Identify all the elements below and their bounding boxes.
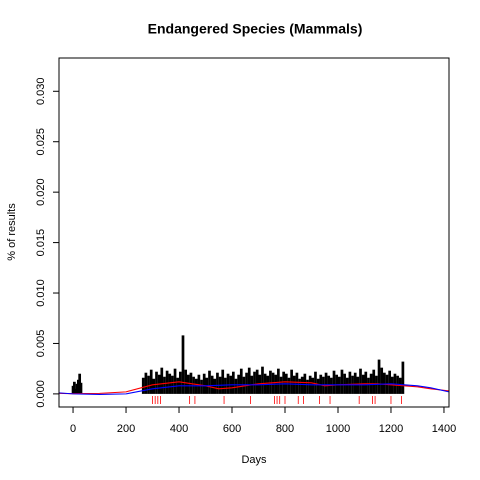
x-tick-label: 1200 <box>379 423 403 435</box>
y-tick-label: 0.005 <box>35 330 47 358</box>
y-axis-title: % of results <box>6 203 18 261</box>
y-tick-label: 0.025 <box>35 128 47 156</box>
y-tick-label: 0.015 <box>35 229 47 257</box>
x-tick-label: 800 <box>276 423 294 435</box>
x-tick-label: 1000 <box>326 423 350 435</box>
y-tick-label: 0.010 <box>35 279 47 307</box>
trend-line <box>58 381 450 395</box>
x-tick-label: 200 <box>117 423 135 435</box>
trend-line <box>58 383 450 395</box>
x-tick-label: 400 <box>170 423 188 435</box>
chart-title: Endangered Species (Mammals) <box>148 21 363 37</box>
plot-frame <box>58 57 450 408</box>
x-axis-title: Days <box>241 454 267 466</box>
y-tick-label: 0.000 <box>35 380 47 408</box>
x-tick-label: 1400 <box>432 423 456 435</box>
x-tick-label: 600 <box>223 423 241 435</box>
y-tick-label: 0.020 <box>35 178 47 206</box>
x-tick-label: 0 <box>70 423 76 435</box>
y-tick-label: 0.030 <box>35 78 47 106</box>
